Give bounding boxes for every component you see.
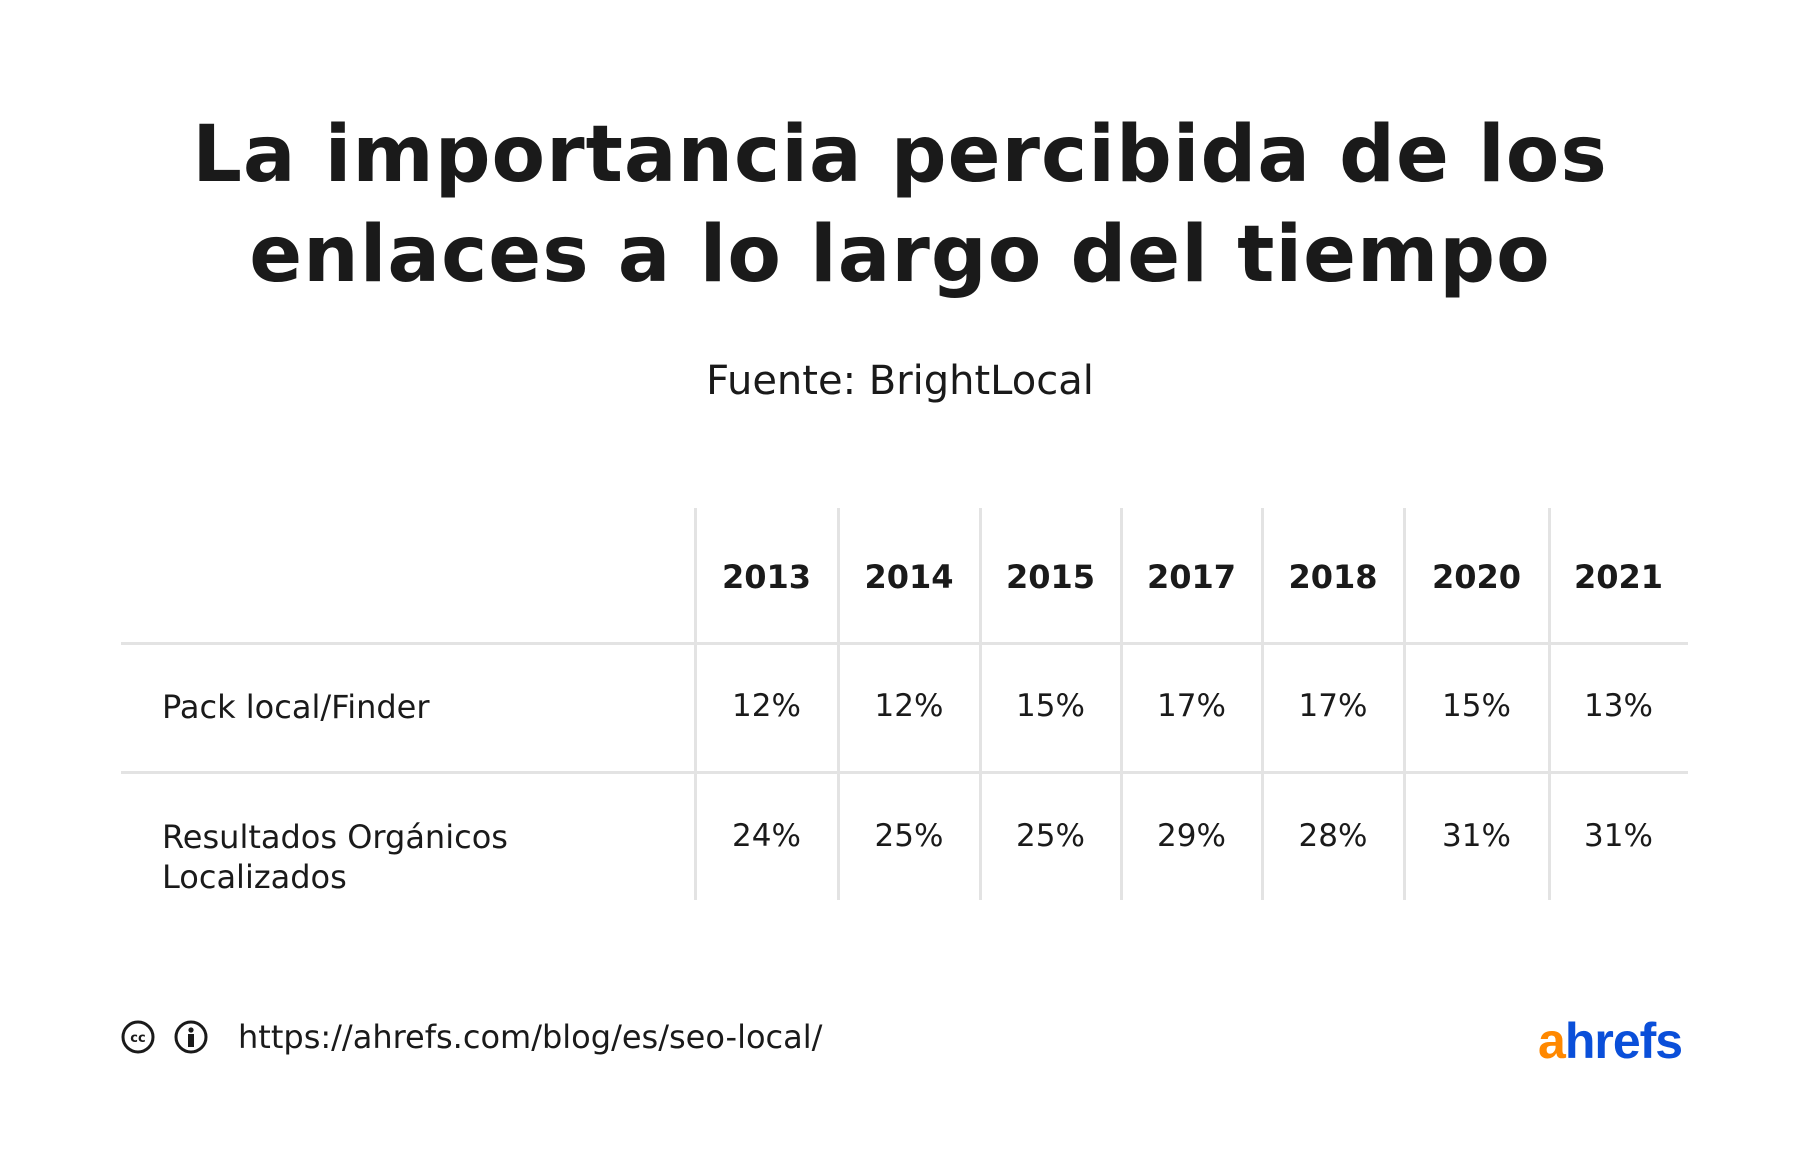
table-cell: 15% bbox=[1016, 688, 1085, 724]
table-cell: 24% bbox=[732, 818, 801, 854]
row-divider bbox=[121, 771, 1688, 774]
table-cell: 31% bbox=[1584, 818, 1653, 854]
table-cell: 25% bbox=[1016, 818, 1085, 854]
row-label: Resultados Orgánicos Localizados bbox=[162, 817, 508, 897]
row-divider bbox=[121, 642, 1688, 645]
table-cell: 28% bbox=[1298, 818, 1368, 854]
row-label-line: Pack local/Finder bbox=[162, 688, 430, 726]
column-divider bbox=[1548, 508, 1551, 900]
table-cell: 17% bbox=[1298, 688, 1368, 724]
column-divider bbox=[1403, 508, 1406, 900]
table-cell: 29% bbox=[1157, 818, 1226, 854]
logo-part-a: a bbox=[1538, 1013, 1566, 1069]
logo-part-hrefs: hrefs bbox=[1564, 1013, 1683, 1069]
svg-text:cc: cc bbox=[130, 1031, 145, 1046]
table-cell: 17% bbox=[1157, 688, 1226, 724]
column-header: 2014 bbox=[864, 558, 954, 596]
table-cell: 12% bbox=[732, 688, 801, 724]
column-divider bbox=[979, 508, 982, 900]
column-header: 2013 bbox=[721, 558, 812, 596]
column-divider bbox=[837, 508, 840, 900]
column-header: 2015 bbox=[1005, 558, 1096, 596]
column-header: 2017 bbox=[1146, 558, 1237, 596]
page-title: La importancia percibida de los enlaces … bbox=[0, 105, 1800, 305]
creative-commons-icon: cc bbox=[121, 1020, 155, 1054]
column-divider bbox=[1120, 508, 1123, 900]
table-cell: 13% bbox=[1584, 688, 1653, 724]
ahrefs-logo: ahrefs bbox=[1538, 1012, 1683, 1070]
attribution-icon bbox=[174, 1020, 208, 1054]
column-divider bbox=[694, 508, 697, 900]
source-url[interactable]: https://ahrefs.com/blog/es/seo-local/ bbox=[238, 1018, 823, 1056]
column-header: 2018 bbox=[1288, 558, 1378, 596]
table-cell: 31% bbox=[1442, 818, 1511, 854]
column-divider bbox=[1261, 508, 1264, 900]
row-label-line: Localizados bbox=[162, 858, 347, 896]
row-label-line: Resultados Orgánicos bbox=[162, 818, 508, 856]
table-cell: 25% bbox=[874, 818, 944, 854]
source-subtitle: Fuente: BrightLocal bbox=[706, 358, 1094, 404]
column-header: 2020 bbox=[1431, 558, 1522, 596]
title-line-2: enlaces a lo largo del tiempo bbox=[249, 210, 1551, 300]
table-cell: 12% bbox=[874, 688, 944, 724]
title-line-1: La importancia percibida de los bbox=[192, 110, 1608, 200]
row-label: Pack local/Finder bbox=[162, 687, 430, 727]
column-header: 2021 bbox=[1573, 558, 1664, 596]
table-cell: 15% bbox=[1442, 688, 1511, 724]
